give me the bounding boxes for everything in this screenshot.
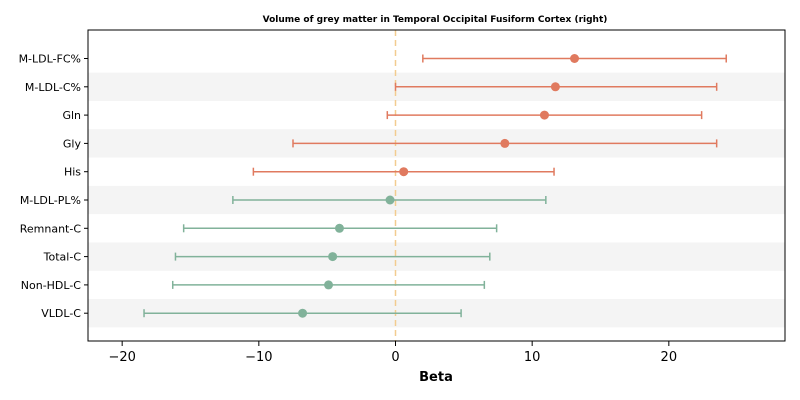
forest-row <box>394 82 718 92</box>
y-tick-label: M-LDL-PL% <box>20 194 81 207</box>
plot-frame <box>87 29 786 342</box>
x-tick-label: 0 <box>391 350 399 365</box>
y-tick-label: Non-HDL-C <box>21 279 82 292</box>
point-estimate <box>334 223 344 233</box>
y-tick-label: M-LDL-C% <box>25 81 81 94</box>
y-tick-label: Total-C <box>43 251 82 264</box>
point-estimate <box>399 167 409 177</box>
forest-row <box>422 54 727 63</box>
point-estimate <box>500 138 510 148</box>
y-tick-label: M-LDL-FC% <box>19 53 81 66</box>
forest-marks <box>143 54 727 318</box>
y-tick-label: VLDL-C <box>41 307 81 320</box>
x-axis: −20 −10 0 10 20 <box>108 341 677 365</box>
chart-title: Volume of grey matter in Temporal Occipi… <box>263 15 608 25</box>
y-tick-label: Gly <box>63 137 82 150</box>
forest-row <box>232 195 547 205</box>
forest-row <box>182 223 498 233</box>
point-estimate <box>385 195 395 205</box>
x-tick-label: −10 <box>245 350 272 365</box>
point-estimate <box>570 54 580 63</box>
forest-row <box>143 308 462 318</box>
point-estimate <box>328 252 338 262</box>
point-estimate <box>539 110 549 120</box>
forest-row <box>292 138 718 148</box>
forest-row <box>252 167 555 177</box>
y-tick-label: Remnant-C <box>20 222 82 235</box>
x-axis-label: Beta <box>419 370 453 385</box>
forest-row <box>171 280 486 290</box>
y-tick-label: His <box>64 166 81 179</box>
point-estimate <box>298 308 308 318</box>
y-axis: M-LDL-FC% M-LDL-C% Gln Gly His M-LDL-PL% Remna… <box>19 53 88 320</box>
x-tick-label: −20 <box>108 350 135 365</box>
x-tick-label: 10 <box>524 350 541 365</box>
x-tick-label: 20 <box>661 350 678 365</box>
y-tick-label: Gln <box>62 109 81 122</box>
forest-row <box>386 110 703 120</box>
point-estimate <box>550 82 560 92</box>
forest-row <box>174 252 491 262</box>
point-estimate <box>324 280 334 290</box>
